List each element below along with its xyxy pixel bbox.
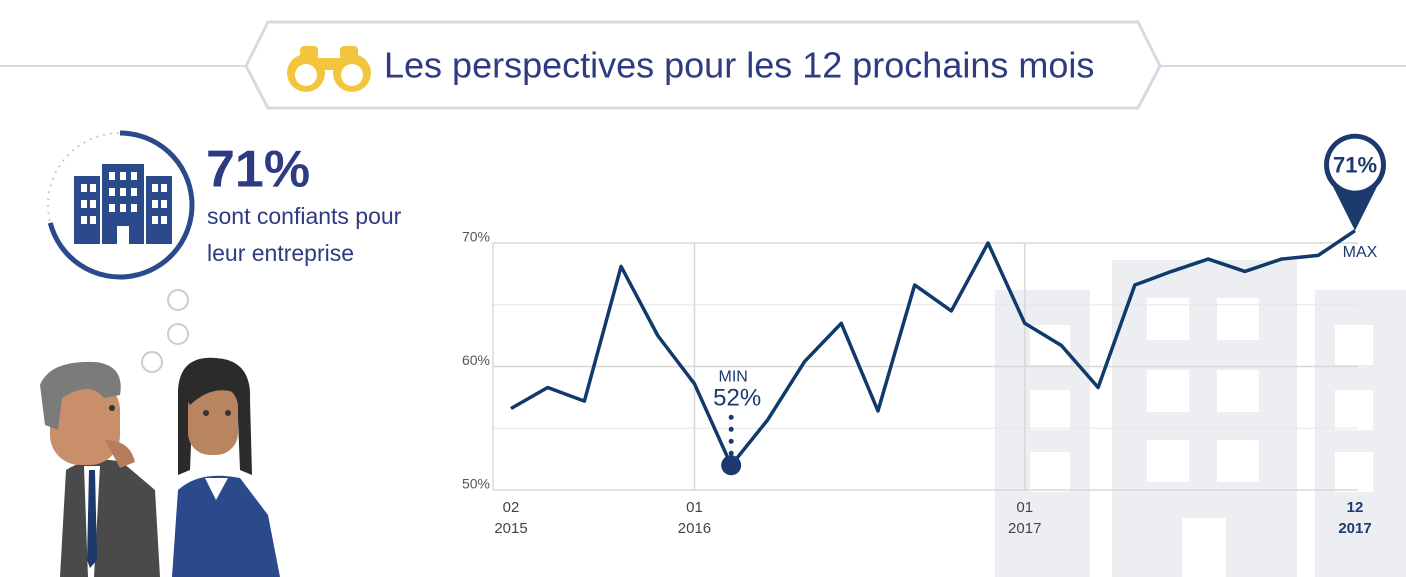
title: Les perspectives pour les 12 prochains m… (384, 45, 1094, 86)
max-annotation: MAX (1343, 244, 1378, 261)
y-tick-label: 50% (462, 476, 490, 492)
gauge-caption: leur entreprise (207, 240, 354, 266)
line (510, 229, 1356, 468)
binoculars-icon (287, 46, 371, 92)
min-annotation: MIN (719, 369, 748, 386)
x-tick-label: 12 2017 (1338, 499, 1372, 537)
min-marker (721, 455, 742, 476)
max-pin-inner (1329, 138, 1381, 191)
y-tick-label: 60% (462, 352, 490, 368)
min-dot-leader (728, 450, 734, 456)
min-dot-leader (728, 414, 734, 420)
min-value-label: 52% (713, 385, 761, 412)
banner (244, 20, 1162, 110)
y-tick-label: 70% (462, 229, 490, 245)
building-windows (81, 172, 167, 244)
background-windows (1030, 298, 1373, 577)
plot: 50% 60% 70% 52%MIN 71% MAX (462, 133, 1386, 492)
min-dot-leader (728, 426, 734, 432)
x-tick-label: 01 2017 (1008, 499, 1042, 537)
x-tick-label: 02 2015 (494, 499, 528, 537)
people-illustration (40, 289, 280, 577)
gauge-caption: sont confiants pour (207, 203, 402, 229)
max-value-label: 71% (1333, 152, 1377, 177)
min-dot-leader (728, 438, 734, 444)
gauge-value: 71% (206, 141, 310, 199)
x-tick-label: 01 2016 (677, 499, 712, 537)
gauge-arc (47, 130, 195, 280)
